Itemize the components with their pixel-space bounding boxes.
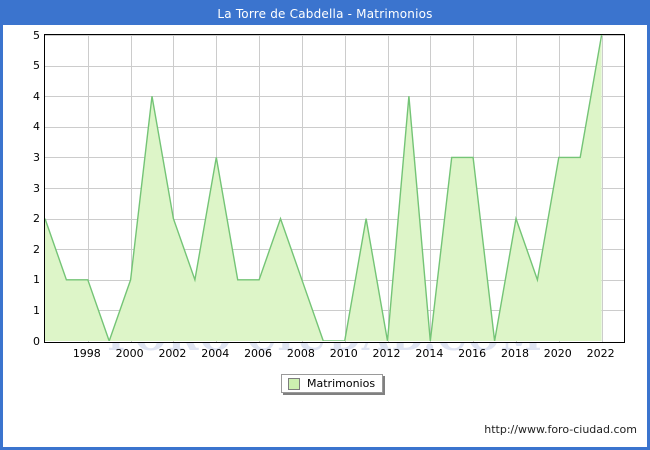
gridline-vertical <box>602 35 603 342</box>
gridline-vertical <box>345 35 346 342</box>
y-axis-tick: 5 <box>33 28 40 42</box>
window-title: La Torre de Cabdella - Matrimonios <box>3 3 647 25</box>
y-axis-tick: 1 <box>33 303 40 317</box>
gridline-horizontal <box>45 157 624 158</box>
x-axis-tick: 2018 <box>500 347 529 360</box>
gridline-horizontal <box>45 66 624 67</box>
gridline-horizontal <box>45 127 624 128</box>
x-axis-tick: 2010 <box>329 347 358 360</box>
x-axis-tick: 2012 <box>372 347 401 360</box>
plot-area <box>44 34 625 343</box>
gridline-vertical <box>430 35 431 342</box>
x-axis-labels: 1998 2000 2002 2004 2006 2008 2010 2012 2014 2016… <box>44 345 625 363</box>
gridline-horizontal <box>45 310 624 311</box>
x-axis-tick: 1998 <box>72 347 101 360</box>
y-axis-tick: 3 <box>33 181 40 195</box>
legend-swatch-matrimonios <box>288 377 300 390</box>
series-line <box>45 35 603 341</box>
series-matrimonios <box>45 35 603 341</box>
gridline-horizontal <box>45 188 624 189</box>
y-axis-tick: 2 <box>33 242 40 256</box>
gridline-vertical <box>173 35 174 342</box>
y-axis-tick: 4 <box>33 120 40 134</box>
chart-legend: Matrimonios <box>281 374 384 393</box>
gridline-vertical <box>259 35 260 342</box>
y-axis-tick: 1 <box>33 273 40 287</box>
x-axis-tick: 2014 <box>415 347 444 360</box>
gridline-vertical <box>302 35 303 342</box>
x-axis-tick: 2002 <box>158 347 187 360</box>
y-axis-tick: 3 <box>33 150 40 164</box>
y-axis-labels: 5 5 4 4 3 3 2 2 1 1 0 <box>3 29 40 348</box>
footer-url: http://www.foro-ciudad.com <box>484 423 637 436</box>
x-axis-tick: 2006 <box>244 347 273 360</box>
gridline-horizontal <box>45 96 624 97</box>
series-area-fill <box>45 35 602 341</box>
x-axis-tick: 2000 <box>115 347 144 360</box>
gridline-horizontal <box>45 35 624 36</box>
gridline-horizontal <box>45 280 624 281</box>
x-axis-tick: 2008 <box>286 347 315 360</box>
y-axis-tick: 0 <box>33 334 40 348</box>
gridline-vertical <box>131 35 132 342</box>
x-axis-tick: 2020 <box>543 347 572 360</box>
gridline-horizontal <box>45 249 624 250</box>
y-axis-tick: 4 <box>33 89 40 103</box>
y-axis-tick: 5 <box>33 59 40 73</box>
legend-label-matrimonios: Matrimonios <box>307 377 376 390</box>
gridline-vertical <box>516 35 517 342</box>
x-axis-tick: 2004 <box>201 347 230 360</box>
x-axis-tick: 2022 <box>586 347 615 360</box>
x-axis-tick: 2016 <box>458 347 487 360</box>
gridline-vertical <box>88 35 89 342</box>
y-axis-tick: 2 <box>33 212 40 226</box>
gridline-vertical <box>388 35 389 342</box>
gridline-horizontal <box>45 219 624 220</box>
